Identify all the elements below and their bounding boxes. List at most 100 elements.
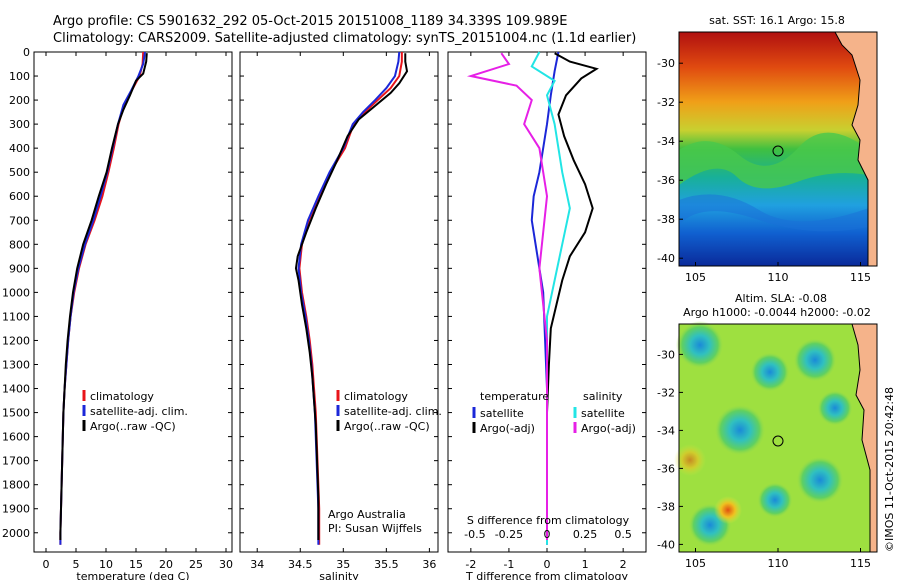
profile-panel-3: -2 -1 0 1 2T difference from climatology temp… [447, 51, 647, 580]
sla-coastline [851, 323, 871, 552]
y-tick-label: 1700 [2, 455, 30, 468]
y-tick-label: 0 [23, 46, 30, 59]
y-tick-label: 2000 [2, 527, 30, 540]
sla-map: Altim. SLA: -0.08 Argo h1000: -0.0044 h2… [657, 292, 878, 570]
map-x-tick-label: 110 [768, 271, 789, 284]
sst-noise-2 [679, 194, 877, 232]
sst-coastline [834, 31, 869, 266]
x-tick-label: 1 [582, 558, 589, 571]
series-line-0 [530, 51, 560, 545]
sla-map-subtitle: Argo h1000: -0.0044 h2000: -0.02 [683, 306, 871, 319]
sla-profile-marker [772, 435, 784, 447]
y-tick-label: 500 [9, 166, 30, 179]
figure-title-line1: Argo profile: CS 5901632_292 05-Oct-2015… [53, 14, 567, 29]
map-y-tick-label: -38 [657, 213, 675, 226]
legend-label: Argo(..raw -QC) [90, 420, 176, 433]
map-x-tick-label: 105 [685, 271, 706, 284]
map-y-tick-label: -36 [657, 174, 675, 187]
x-tick-label: 34 [250, 558, 264, 571]
legend-label: Argo(-adj) [581, 422, 636, 435]
x-axis-label: salinity [319, 570, 359, 580]
x-tick-label: 0 [43, 558, 50, 571]
legend-label: satellite-adj. clim. [90, 405, 188, 418]
series-line-1 [546, 52, 599, 540]
y-tick-label: 700 [9, 214, 30, 227]
map-y-tick-label: -34 [657, 135, 675, 148]
sla-eddy [676, 321, 724, 369]
legend-label: Argo(..raw -QC) [344, 420, 430, 433]
sla-warm-spot [714, 496, 742, 524]
y-tick-label: 1300 [2, 359, 30, 372]
map-x-tick-label: 110 [768, 557, 789, 570]
series-line-2 [294, 53, 409, 540]
sst-map: sat. SST: 16.1 Argo: 15.8 105 110 115 -30 -3… [657, 14, 878, 284]
note-line2: PI: Susan Wijffels [328, 522, 422, 535]
series-line-3 [466, 52, 549, 540]
note-line1: Argo Australia [328, 508, 406, 521]
map-y-tick-label: -30 [657, 348, 675, 361]
imos-credit: ©IMOS 11-Oct-2015 20:42:48 [883, 387, 896, 552]
y-tick-label: 800 [9, 238, 30, 251]
panel-frame [33, 51, 233, 553]
series-line-2 [59, 53, 148, 540]
sst-noise [679, 132, 877, 189]
map-y-tick-label: -32 [657, 96, 675, 109]
map-y-tick-label: -38 [657, 500, 675, 513]
sla-eddy [796, 456, 844, 504]
y-tick-label: 1800 [2, 479, 30, 492]
legend-title-left: temperature [480, 390, 549, 403]
top-axis-tick-label: 0.5 [614, 528, 632, 541]
sla-eddy [757, 482, 793, 518]
x-tick-label: 2 [620, 558, 627, 571]
y-tick-label: 1900 [2, 503, 30, 516]
y-tick-label: 1500 [2, 407, 30, 420]
map-y-tick-label: -34 [657, 424, 675, 437]
map-x-tick-label: 115 [850, 271, 871, 284]
sst-map-title: sat. SST: 16.1 Argo: 15.8 [709, 14, 845, 27]
legend-label: satellite [581, 407, 625, 420]
x-tick-label: 25 [189, 558, 203, 571]
y-tick-label: 1000 [2, 286, 30, 299]
map-y-tick-label: -36 [657, 462, 675, 475]
x-tick-label: -2 [465, 558, 476, 571]
legend-label: satellite [480, 407, 524, 420]
x-tick-label: 5 [73, 558, 80, 571]
legend-label: climatology [90, 390, 154, 403]
y-tick-label: 1200 [2, 334, 30, 347]
x-tick-label: 15 [129, 558, 143, 571]
profile-panel-2: 34 34.5 35 35.5 36 salinity climatology satelli… [239, 51, 442, 580]
x-tick-label: -1 [503, 558, 514, 571]
sst-land [835, 32, 877, 266]
y-tick-label: 1400 [2, 383, 30, 396]
top-axis-tick-label: -0.5 [464, 528, 485, 541]
legend-label: climatology [344, 390, 408, 403]
x-tick-label: 34.5 [288, 558, 313, 571]
top-axis-tick-label: -0.25 [495, 528, 523, 541]
y-tick-label: 600 [9, 190, 30, 203]
sla-eddy [817, 390, 853, 426]
legend-label: satellite-adj. clim. [344, 405, 442, 418]
sla-eddy [750, 352, 790, 392]
x-tick-label: 35 [336, 558, 350, 571]
map-x-tick-label: 115 [850, 557, 871, 570]
sla-eddy [793, 338, 837, 382]
panel-frame [239, 51, 439, 553]
y-tick-label: 300 [9, 118, 30, 131]
sla-map-title: Altim. SLA: -0.08 [735, 292, 827, 305]
map-x-tick-label: 105 [685, 557, 706, 570]
figure-title-line2: Climatology: CARS2009. Satellite-adjuste… [53, 31, 636, 46]
profile-panel-1: 0100200300400500600700800900100011001200… [2, 46, 233, 580]
map-y-tick-label: -40 [657, 538, 675, 551]
top-axis-tick-label: 0.25 [573, 528, 598, 541]
map-y-tick-label: -32 [657, 386, 675, 399]
x-axis-label: T difference from climatology [465, 570, 628, 580]
y-tick-label: 400 [9, 142, 30, 155]
map-y-tick-label: -40 [657, 252, 675, 265]
legend-label: Argo(-adj) [480, 422, 535, 435]
x-tick-label: 35.5 [374, 558, 399, 571]
x-axis-label: temperature (deg C) [76, 570, 189, 580]
x-tick-label: 20 [159, 558, 173, 571]
x-tick-label: 0 [544, 558, 551, 571]
y-tick-label: 100 [9, 70, 30, 83]
